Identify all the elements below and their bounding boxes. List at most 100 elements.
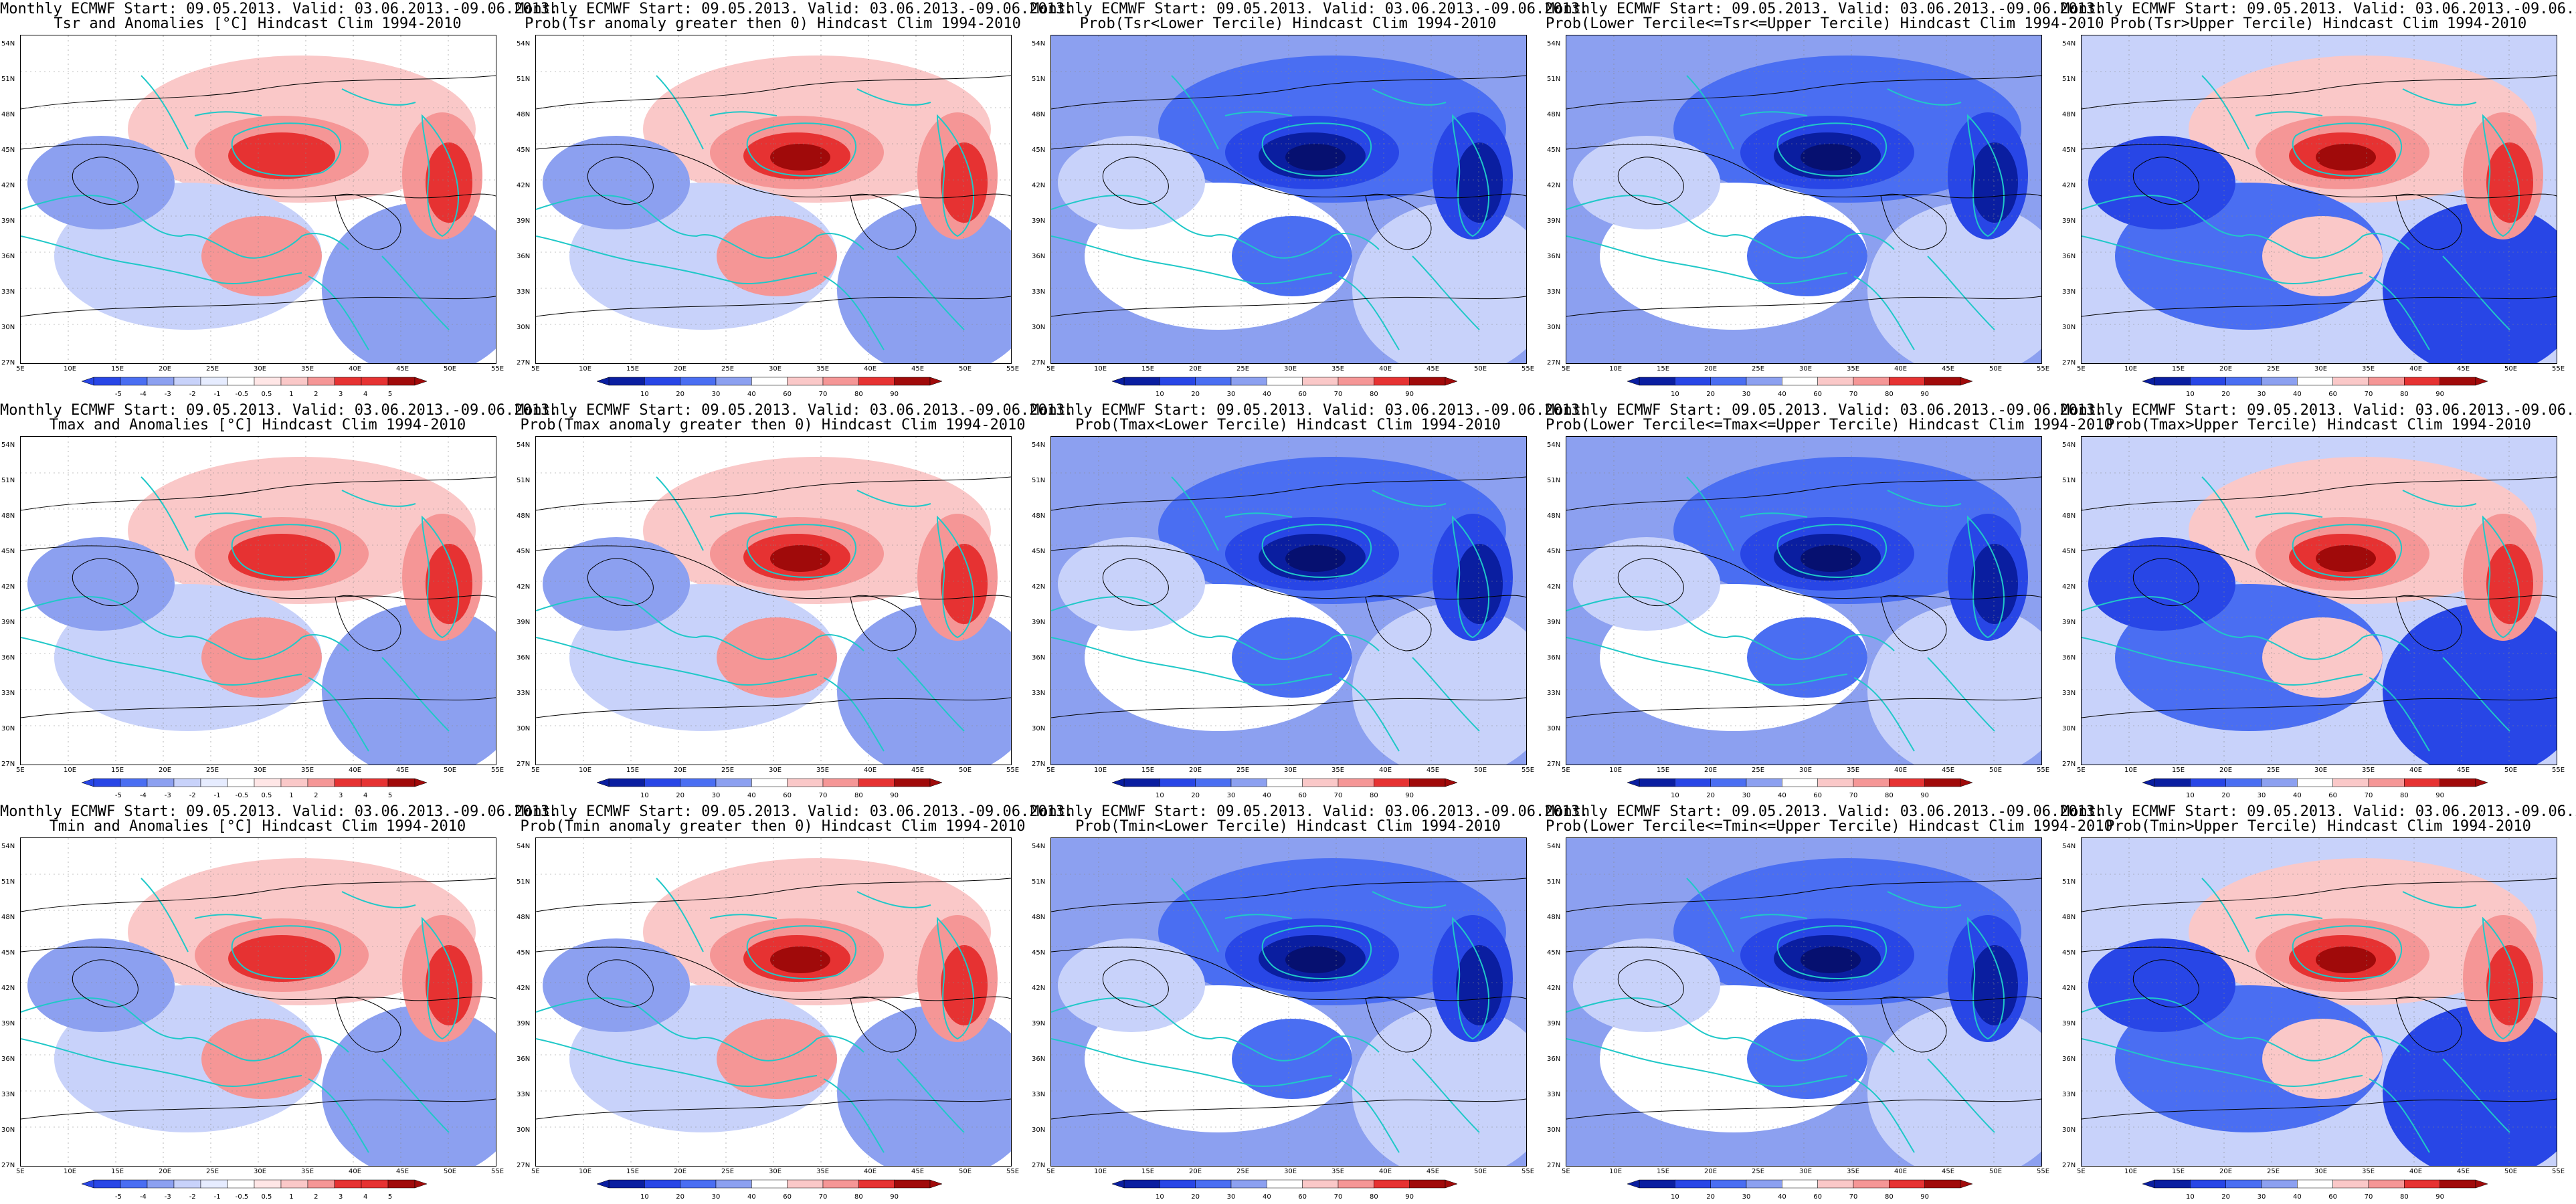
contour-line [1051, 878, 1526, 912]
colorbar-swatch [334, 778, 362, 787]
coastline [1566, 997, 1895, 1062]
lon-tick-label: 25E [2267, 767, 2280, 774]
colorbar-tick-label: 40 [747, 1193, 756, 1201]
colorbar-tick-label: 5 [388, 1193, 392, 1201]
colorbar-arrow-right [414, 1179, 428, 1189]
lon-tick-label: 45E [1427, 1168, 1440, 1175]
lon-tick-label: 5E [2077, 1168, 2086, 1175]
lat-tick-label: 45N [1032, 949, 1046, 957]
lat-tick-label: 30N [1032, 1126, 1046, 1134]
field-core [201, 617, 322, 698]
coastline [2082, 637, 2363, 686]
contour-line [2395, 996, 2462, 1053]
coastline [656, 878, 931, 952]
lon-tick-label: 35E [301, 1168, 314, 1175]
lon-tick-label: 10E [1609, 767, 1623, 774]
coastline [1566, 1038, 1848, 1087]
lat-tick-label: 54N [2062, 441, 2076, 449]
lat-tick-label: 54N [1, 40, 15, 47]
colorbar-swatch [2297, 778, 2333, 787]
colorbar-swatch [1889, 1179, 1925, 1189]
colorbar-container: 10 20 30 40 60 70 80 90 [1626, 376, 1974, 399]
colorbar-tick-label: 90 [2435, 792, 2444, 799]
colorbar-tick-label: 60 [2328, 1193, 2337, 1201]
map-svg [1566, 35, 2041, 363]
colorbar-arrow-right [2475, 1179, 2488, 1189]
lon-tick-label: 55E [2037, 767, 2050, 774]
coastline [1566, 637, 1848, 686]
lat-tick-label: 45N [2062, 548, 2076, 555]
lat-tick-label: 30N [2062, 1126, 2076, 1134]
lon-tick-label: 50E [1474, 1168, 1487, 1175]
map-svg [2082, 838, 2557, 1166]
lat-tick-label: 51N [2062, 76, 2076, 83]
colorbar-arrow-left [81, 377, 94, 386]
coastline [21, 1038, 302, 1087]
panel-subtitle: Prob(Lower Tercile<=Tmin<=Upper Tercile)… [1546, 818, 2113, 835]
field-core [941, 945, 988, 1025]
colorbar-swatch [858, 778, 895, 787]
lat-tick-label: 27N [1547, 761, 1561, 768]
colorbar-swatch [387, 778, 416, 787]
lon-tick-label: 5E [1562, 365, 1570, 373]
colorbar-arrow-right [1445, 778, 1458, 787]
lon-tick-label: 35E [1331, 767, 1345, 774]
colorbar-tick-label: -3 [165, 792, 171, 799]
coastline [231, 524, 341, 578]
lat-tick-label: 54N [1, 441, 15, 449]
colorbar-swatch [2404, 377, 2440, 386]
colorbar: 10 20 30 40 60 70 80 90 [1627, 377, 1973, 398]
colorbar-container: 10 20 30 40 60 70 80 90 [1111, 376, 1459, 399]
lon-tick-label: 20E [674, 767, 687, 774]
field-patch [2088, 136, 2235, 229]
lon-tick-label: 40E [1379, 1168, 1392, 1175]
colorbar-tick-label: -1 [214, 792, 221, 799]
colorbar: 10 20 30 40 60 70 80 90 [2142, 1179, 2488, 1201]
coastline [936, 515, 974, 639]
colorbar-swatch [2297, 1179, 2333, 1189]
colorbar: 10 20 30 40 60 70 80 90 [1111, 377, 1458, 398]
colorbar-swatch [1924, 778, 1961, 787]
field-core [2316, 545, 2376, 572]
field-patch [837, 1005, 1011, 1166]
field-core [201, 1019, 322, 1099]
colorbar-swatch [2154, 377, 2191, 386]
lon-tick-label: 25E [2267, 1168, 2280, 1175]
lat-tick-label: 27N [517, 761, 531, 768]
colorbar-arrow-right [414, 778, 428, 787]
colorbar-swatch [147, 377, 175, 386]
coastline [1776, 925, 1887, 979]
colorbar-tick-label: -0.5 [236, 792, 249, 799]
lon-tick-label: 55E [491, 365, 504, 373]
colorbar-container: 10 20 30 40 60 70 80 90 [2141, 1179, 2489, 1201]
colorbar-swatch [307, 778, 335, 787]
coastline [1853, 657, 1995, 752]
panel-header: Monthly ECMWF Start: 09.05.2013. Valid: … [0, 402, 559, 419]
lon-tick-label: 30E [254, 1168, 267, 1175]
lon-tick-label: 25E [1752, 1168, 1765, 1175]
colorbar-tick-label: 10 [1156, 1193, 1164, 1201]
field-patch [2088, 938, 2235, 1032]
colorbar-arrow-right [1960, 377, 1973, 386]
contour-line [1051, 545, 1526, 600]
coastline [746, 925, 856, 979]
colorbar-swatch [680, 377, 717, 386]
lat-tick-label: 36N [1032, 253, 1046, 260]
colorbar-arrow-left [1111, 778, 1125, 787]
lon-tick-label: 10E [579, 365, 592, 373]
colorbar-swatch [2440, 377, 2476, 386]
colorbar-arrow-left [1627, 778, 1640, 787]
lon-tick-label: 40E [2409, 1168, 2423, 1175]
colorbar-container: 10 20 30 40 60 70 80 90 [1111, 1179, 1459, 1201]
map-svg [536, 838, 1011, 1166]
lat-tick-label: 48N [1, 111, 15, 118]
colorbar-arrow-right [929, 778, 943, 787]
colorbar-tick-label: 60 [1813, 1193, 1822, 1201]
colorbar-swatch [2190, 1179, 2226, 1189]
lon-tick-label: 20E [159, 365, 172, 373]
lon-tick-label: 45E [1942, 365, 1955, 373]
map-panel-tmin-probpos: Monthly ECMWF Start: 09.05.2013. Valid: … [515, 803, 1073, 1204]
lon-tick-label: 55E [491, 1168, 504, 1175]
map-plot [535, 35, 1012, 364]
colorbar-tick-label: 70 [2365, 391, 2373, 398]
